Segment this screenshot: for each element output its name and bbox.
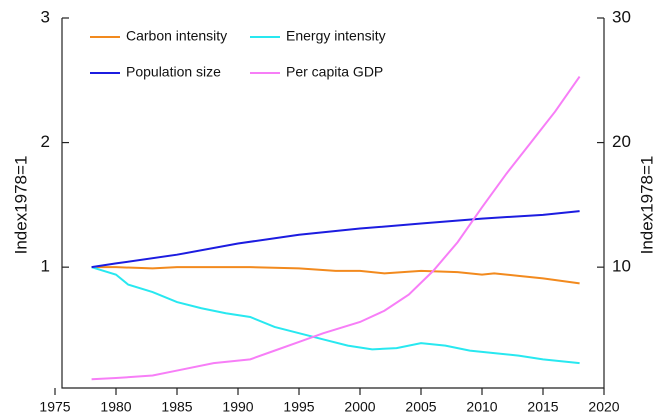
y-tick-label: 3 — [41, 7, 50, 26]
y-tick-label: 1 — [41, 257, 50, 276]
axes — [61, 18, 605, 389]
legend-label: Population size — [126, 64, 221, 80]
y-tick-label: 2 — [41, 132, 50, 151]
x-tick-label: 2000 — [344, 399, 375, 415]
x-tick-label: 1985 — [161, 399, 192, 415]
x-tick-label: 2010 — [466, 399, 497, 415]
x-tick-label: 1980 — [100, 399, 131, 415]
x-tick-label: 1975 — [39, 399, 70, 415]
y2-axis-label: Index1978=1 — [637, 156, 656, 255]
series-line — [91, 75, 581, 381]
y2-tick-label: 30 — [612, 7, 631, 26]
y-axis-label: Index1978=1 — [11, 156, 30, 255]
x-tick-label: 2005 — [405, 399, 436, 415]
x-tick-label: 2015 — [527, 399, 558, 415]
legend-label: Energy intensity — [286, 28, 386, 44]
series-line — [91, 266, 580, 285]
legend-label: Per capita GDP — [286, 64, 383, 80]
x-tick-label: 1990 — [222, 399, 253, 415]
series-line — [91, 266, 580, 365]
x-tick-label: 1995 — [283, 399, 314, 415]
y2-tick-label: 20 — [612, 132, 631, 151]
series-line — [91, 210, 580, 269]
x-tick-label: 2020 — [588, 399, 619, 415]
y2-tick-label: 10 — [612, 257, 631, 276]
legend-label: Carbon intensity — [126, 28, 227, 44]
